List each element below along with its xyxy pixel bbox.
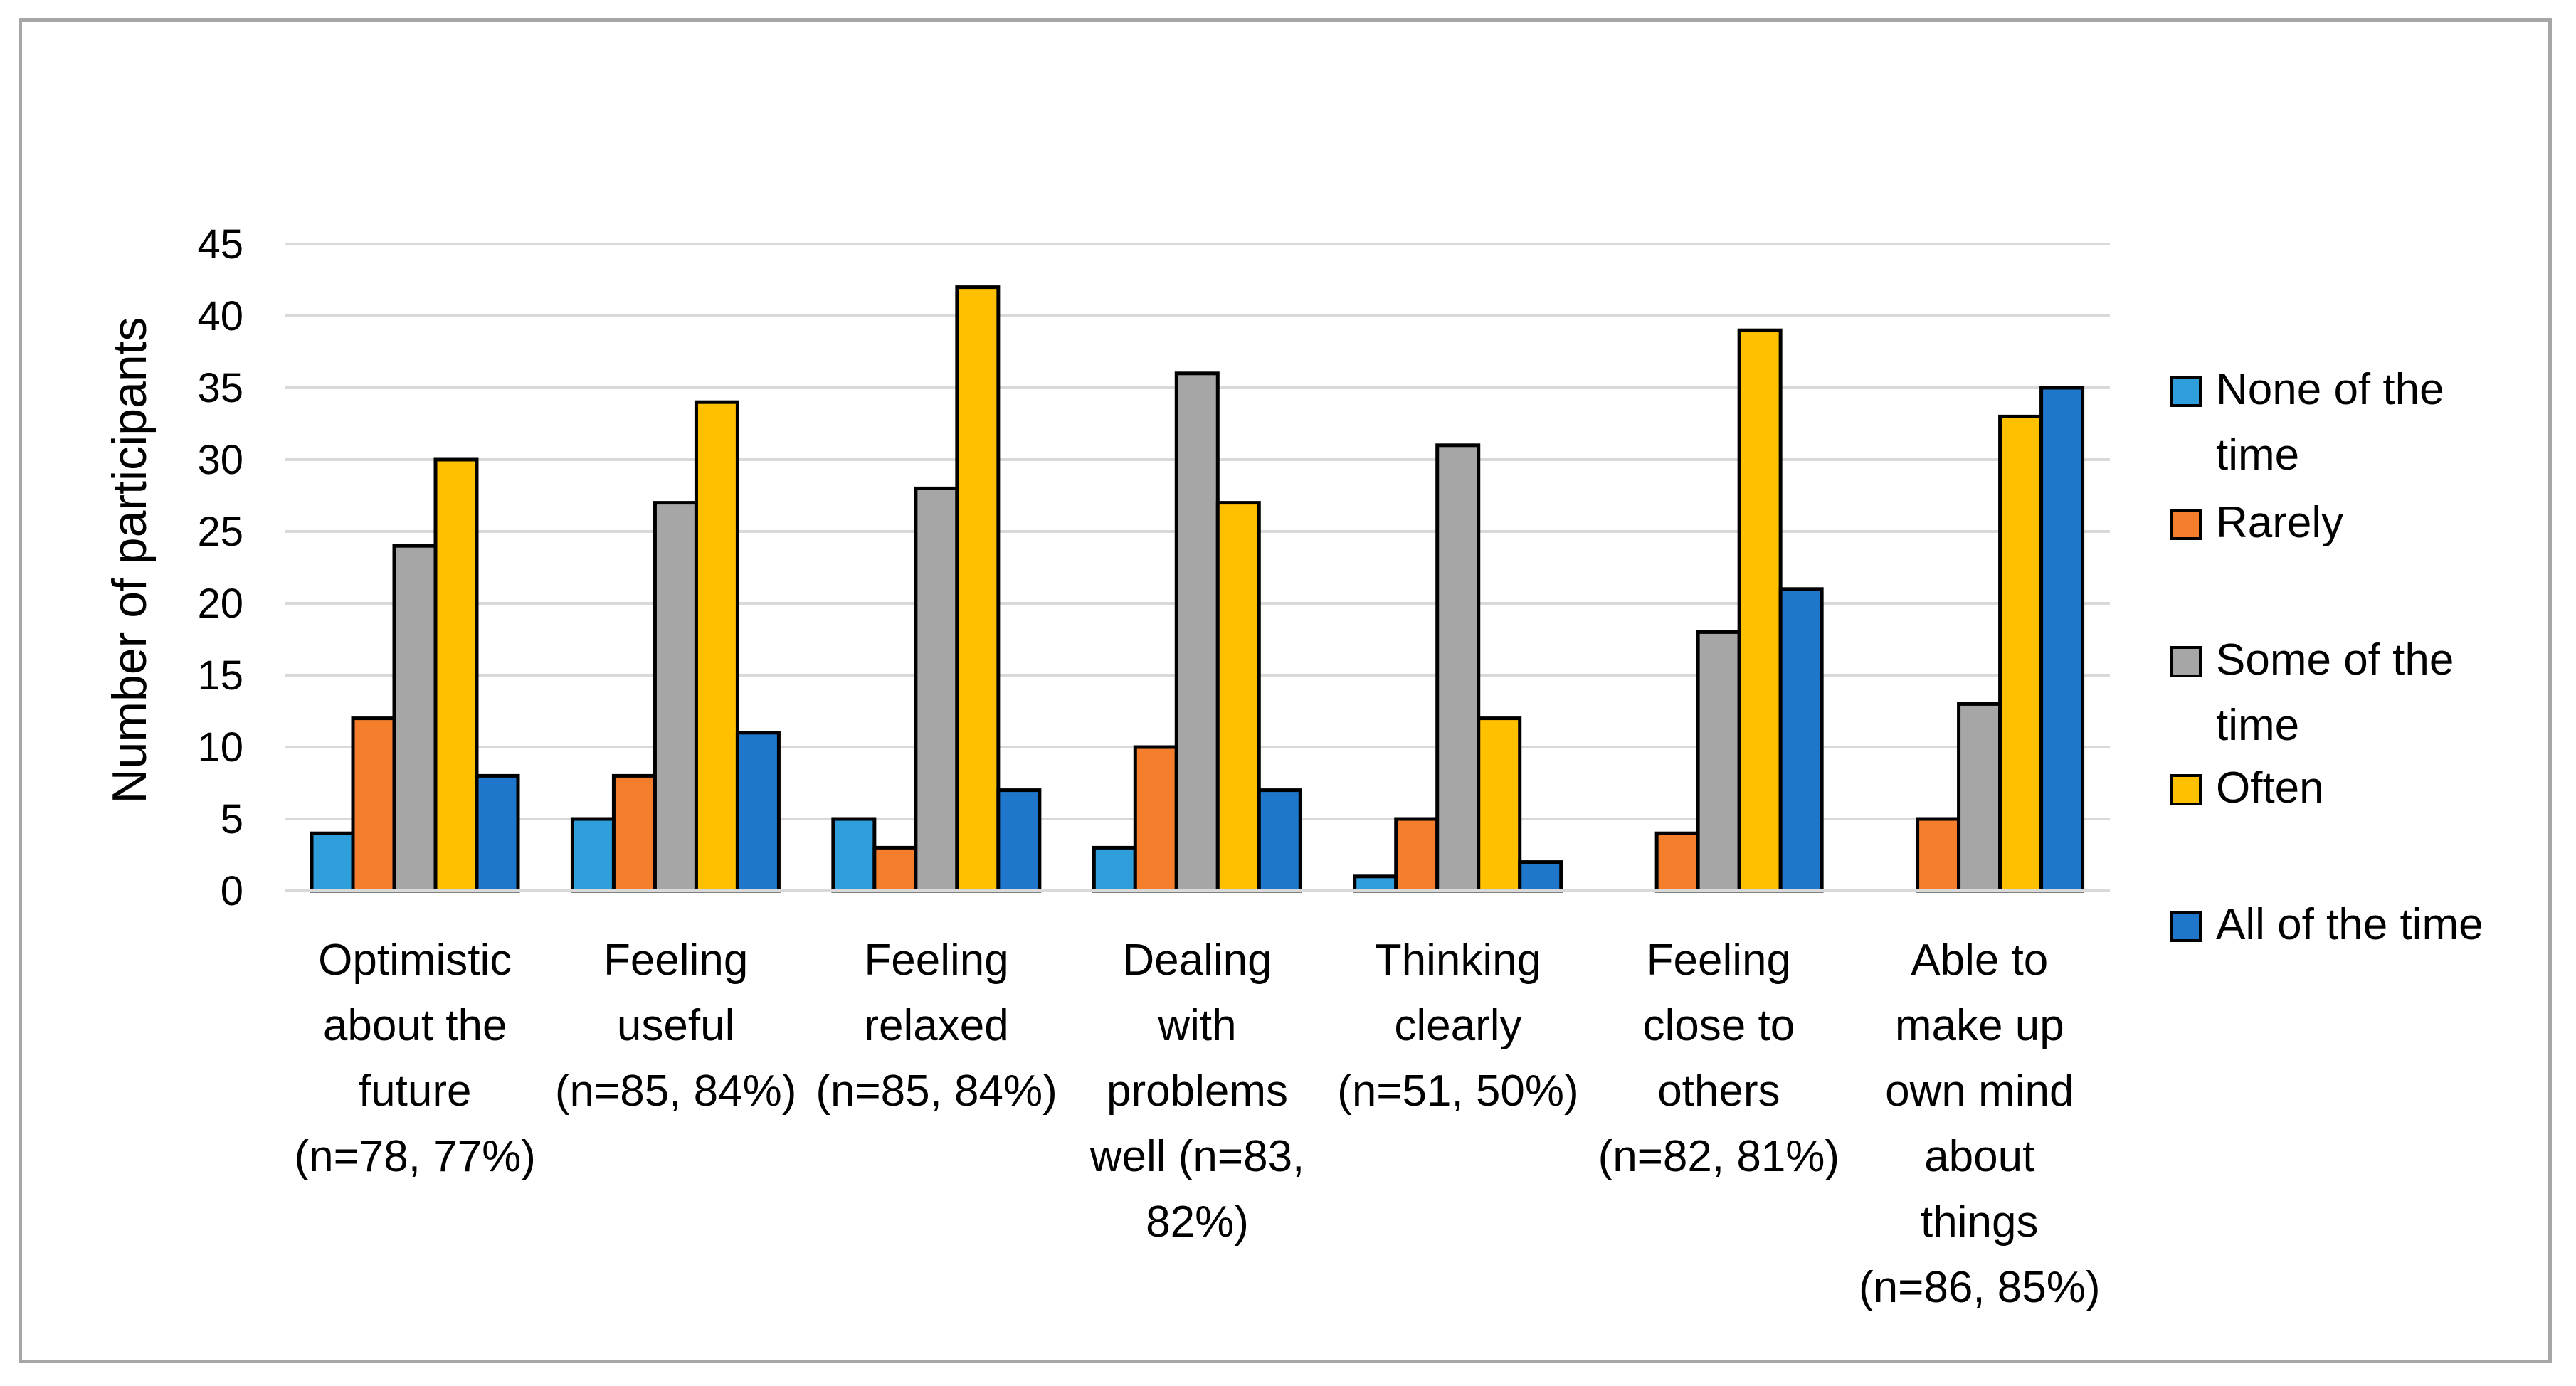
- category-label: Optimistic: [318, 936, 512, 985]
- category-label: Able to: [1911, 936, 2048, 985]
- category-label: 82%): [1146, 1197, 1249, 1247]
- bar: [735, 731, 781, 893]
- y-tick-label: 25: [197, 509, 243, 555]
- category-label: things: [1921, 1197, 2038, 1247]
- y-tick-label: 0: [221, 868, 243, 914]
- category-label: (n=85, 84%): [555, 1067, 797, 1116]
- bar: [1394, 817, 1440, 893]
- y-tick-label: 10: [197, 724, 243, 771]
- bar: [1998, 414, 2044, 893]
- legend-label: Some of the: [2216, 635, 2454, 684]
- category-label: clearly: [1394, 1001, 1521, 1050]
- bar: [1215, 501, 1261, 893]
- y-tick-label: 45: [197, 221, 243, 268]
- category-label: (n=82, 81%): [1598, 1132, 1840, 1181]
- bar: [1174, 371, 1220, 893]
- category-label: Dealing: [1122, 936, 1272, 985]
- category-label: others: [1657, 1067, 1780, 1116]
- bar: [1435, 443, 1481, 893]
- bar: [1737, 328, 1783, 893]
- bar: [996, 788, 1042, 893]
- category-label: useful: [617, 1001, 734, 1050]
- category-label: (n=85, 84%): [815, 1067, 1057, 1116]
- category-label: Feeling: [603, 936, 748, 985]
- bar: [1353, 874, 1398, 893]
- y-tick-label: 35: [197, 365, 243, 411]
- bar: [310, 831, 355, 893]
- legend-swatch: [2170, 376, 2202, 407]
- bar: [1257, 788, 1302, 893]
- legend-swatch: [2170, 774, 2202, 805]
- bar: [831, 817, 877, 893]
- bar: [1778, 587, 1824, 893]
- bar: [1518, 860, 1563, 893]
- bar: [570, 817, 616, 893]
- bar: [2039, 386, 2085, 893]
- category-label: close to: [1643, 1001, 1795, 1050]
- legend-label: time: [2216, 430, 2299, 480]
- legend-label: Rarely: [2216, 498, 2343, 547]
- bar: [694, 400, 739, 893]
- legend-swatch: [2170, 646, 2202, 677]
- bar: [914, 486, 959, 893]
- category-label: (n=78, 77%): [294, 1132, 536, 1181]
- category-label: future: [359, 1067, 472, 1116]
- category-label: Feeling: [1647, 936, 1791, 985]
- y-axis-title: Number of participants: [102, 317, 157, 803]
- bar: [392, 544, 438, 893]
- category-label: about the: [323, 1001, 507, 1050]
- legend-swatch: [2170, 509, 2202, 540]
- category-label: well (n=83,: [1089, 1132, 1305, 1181]
- category-label: relaxed: [864, 1001, 1008, 1050]
- bar: [351, 716, 396, 893]
- bar: [1654, 831, 1700, 893]
- category-label: own mind: [1885, 1067, 2074, 1116]
- category-label: about: [1924, 1132, 2034, 1181]
- legend-label: time: [2216, 701, 2299, 750]
- y-tick-label: 15: [197, 652, 243, 699]
- bar: [433, 457, 479, 893]
- bar: [1696, 630, 1741, 893]
- bar: [1477, 716, 1522, 893]
- bar: [653, 501, 698, 893]
- category-label: Thinking: [1375, 936, 1541, 985]
- y-tick-label: 30: [197, 437, 243, 483]
- legend-label: All of the time: [2216, 900, 2483, 949]
- category-label: make up: [1895, 1001, 2064, 1050]
- category-label: (n=51, 50%): [1337, 1067, 1579, 1116]
- bar: [1092, 845, 1137, 893]
- category-label: with: [1157, 1001, 1236, 1050]
- bar: [611, 773, 657, 893]
- bar: [872, 845, 918, 893]
- bar: [1133, 745, 1178, 893]
- legend-swatch: [2170, 911, 2202, 942]
- category-label: problems: [1107, 1067, 1288, 1116]
- y-tick-label: 20: [197, 581, 243, 627]
- y-tick-label: 40: [197, 293, 243, 339]
- legend-label: Often: [2216, 763, 2324, 813]
- bar: [1957, 702, 2002, 893]
- category-label: Feeling: [864, 936, 1008, 985]
- bar: [1916, 817, 1961, 893]
- bar: [955, 285, 1001, 893]
- category-label: (n=86, 85%): [1859, 1263, 2101, 1312]
- legend-label: None of the: [2216, 365, 2444, 414]
- bar: [475, 773, 520, 893]
- y-tick-label: 5: [221, 796, 243, 842]
